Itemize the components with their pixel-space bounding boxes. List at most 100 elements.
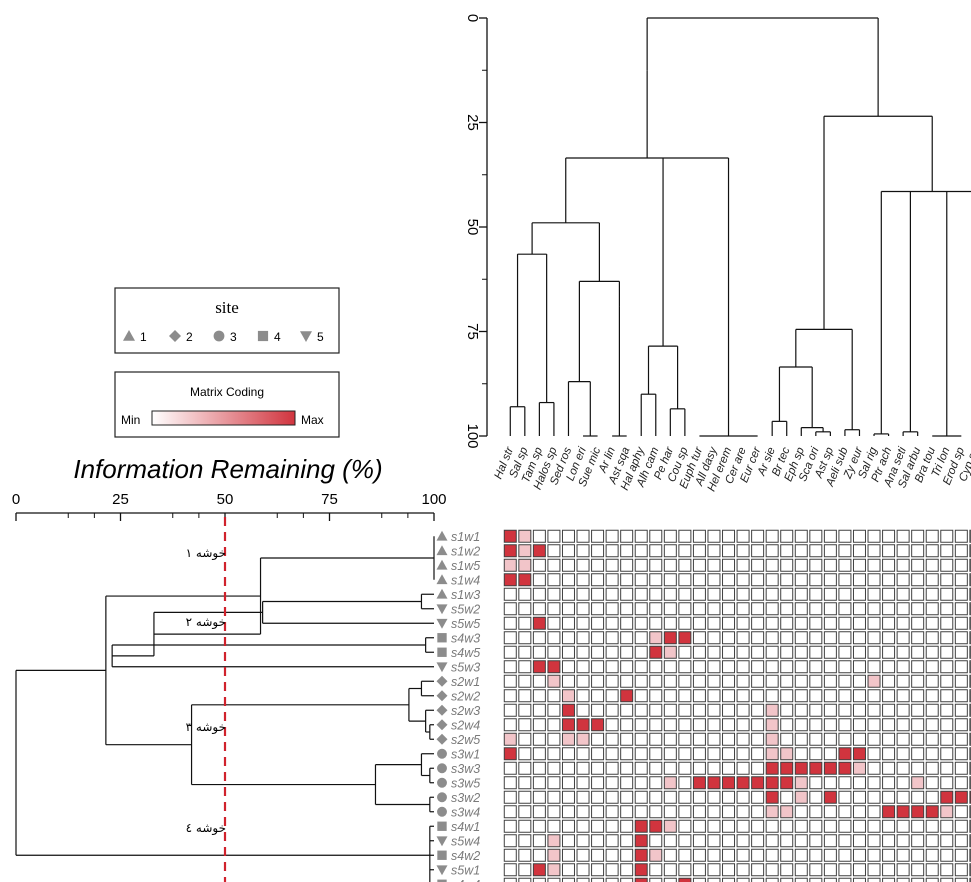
- matrix-cell: [823, 689, 837, 703]
- matrix-cell: [896, 544, 910, 558]
- matrix-cell: [634, 616, 648, 630]
- matrix-cell: [663, 631, 677, 645]
- matrix-cell: [591, 834, 605, 848]
- matrix-cell: [518, 674, 532, 688]
- matrix-cell: [954, 848, 968, 862]
- matrix-cell: [518, 703, 532, 717]
- matrix-cell: [576, 761, 590, 775]
- matrix-cell: [896, 529, 910, 543]
- matrix-cell: [925, 544, 939, 558]
- matrix-cell: [561, 819, 575, 833]
- matrix-cell: [867, 631, 881, 645]
- matrix-cell: [940, 558, 954, 572]
- matrix-cell: [780, 616, 794, 630]
- matrix-cell: [678, 718, 692, 732]
- matrix-cell: [765, 834, 779, 848]
- matrix-cell: [663, 877, 677, 882]
- matrix-cell: [780, 877, 794, 882]
- matrix-cell: [634, 689, 648, 703]
- matrix-cell: [780, 558, 794, 572]
- matrix-cell: [911, 573, 925, 587]
- matrix-cell: [722, 660, 736, 674]
- matrix-cell: [954, 674, 968, 688]
- matrix-cell: [751, 776, 765, 790]
- matrix-cell: [620, 544, 634, 558]
- cluster-label-1: خوشه ۱: [186, 546, 226, 561]
- site-4-marker-icon: [437, 850, 447, 860]
- matrix-cell: [751, 819, 765, 833]
- matrix-cell: [663, 558, 677, 572]
- matrix-cell: [547, 819, 561, 833]
- matrix-cell: [692, 776, 706, 790]
- matrix-cell: [969, 544, 971, 558]
- matrix-cell: [605, 602, 619, 616]
- matrix-cell: [722, 834, 736, 848]
- matrix-cell: [954, 689, 968, 703]
- matrix-cell: [722, 689, 736, 703]
- matrix-cell: [780, 732, 794, 746]
- matrix-cell: [649, 718, 663, 732]
- matrix-cell: [678, 761, 692, 775]
- matrix-cell: [736, 761, 750, 775]
- matrix-cell: [882, 631, 896, 645]
- matrix-cell: [794, 674, 808, 688]
- matrix-cell: [707, 863, 721, 877]
- matrix-cell: [518, 747, 532, 761]
- matrix-cell: [736, 558, 750, 572]
- matrix-cell: [707, 848, 721, 862]
- matrix-cell: [649, 587, 663, 601]
- matrix-cell: [591, 689, 605, 703]
- sample-label: s2w5: [451, 733, 480, 747]
- matrix-cell: [678, 732, 692, 746]
- matrix-cell: [969, 573, 971, 587]
- matrix-cell: [838, 863, 852, 877]
- matrix-cell: [649, 558, 663, 572]
- species-dendrogram: [509, 17, 971, 437]
- matrix-cell: [823, 834, 837, 848]
- matrix-cell: [823, 790, 837, 804]
- matrix-cell: [954, 631, 968, 645]
- matrix-cell: [576, 805, 590, 819]
- matrix-coding-legend: Matrix Coding Min Max: [114, 371, 340, 438]
- matrix-cell: [722, 877, 736, 882]
- matrix-cell: [722, 631, 736, 645]
- matrix-cell: [765, 616, 779, 630]
- matrix-cell: [925, 863, 939, 877]
- matrix-cell: [838, 703, 852, 717]
- matrix-legend-min: Min: [121, 413, 140, 427]
- matrix-cell: [678, 703, 692, 717]
- matrix-cell: [561, 776, 575, 790]
- matrix-cell: [591, 616, 605, 630]
- matrix-cell: [823, 776, 837, 790]
- matrix-cell: [896, 863, 910, 877]
- matrix-cell: [620, 660, 634, 674]
- matrix-cell: [678, 747, 692, 761]
- matrix-cell: [954, 587, 968, 601]
- matrix-cell: [649, 674, 663, 688]
- matrix-cell: [969, 558, 971, 572]
- cluster-labels: خوشه ۱ خوشه ۲ خوشه ۳ خوشه ٤: [186, 546, 226, 836]
- matrix-cell: [518, 819, 532, 833]
- matrix-cell: [780, 573, 794, 587]
- top-axis-ticks: 0 25 50 75 100: [464, 14, 487, 449]
- matrix-cell: [911, 544, 925, 558]
- matrix-cell: [722, 558, 736, 572]
- matrix-cell: [925, 645, 939, 659]
- matrix-cell: [809, 558, 823, 572]
- matrix-cell: [882, 602, 896, 616]
- matrix-cell: [809, 544, 823, 558]
- matrix-cell: [809, 834, 823, 848]
- matrix-cell: [954, 544, 968, 558]
- matrix-cell: [896, 645, 910, 659]
- matrix-cell: [823, 732, 837, 746]
- matrix-cell: [751, 689, 765, 703]
- matrix-cell: [518, 645, 532, 659]
- matrix-cell: [780, 747, 794, 761]
- legend-square-icon: [257, 330, 269, 342]
- matrix-cell: [780, 718, 794, 732]
- matrix-cell: [867, 544, 881, 558]
- matrix-cell: [794, 863, 808, 877]
- matrix-cell: [561, 616, 575, 630]
- matrix-cell: [518, 616, 532, 630]
- matrix-cell: [780, 819, 794, 833]
